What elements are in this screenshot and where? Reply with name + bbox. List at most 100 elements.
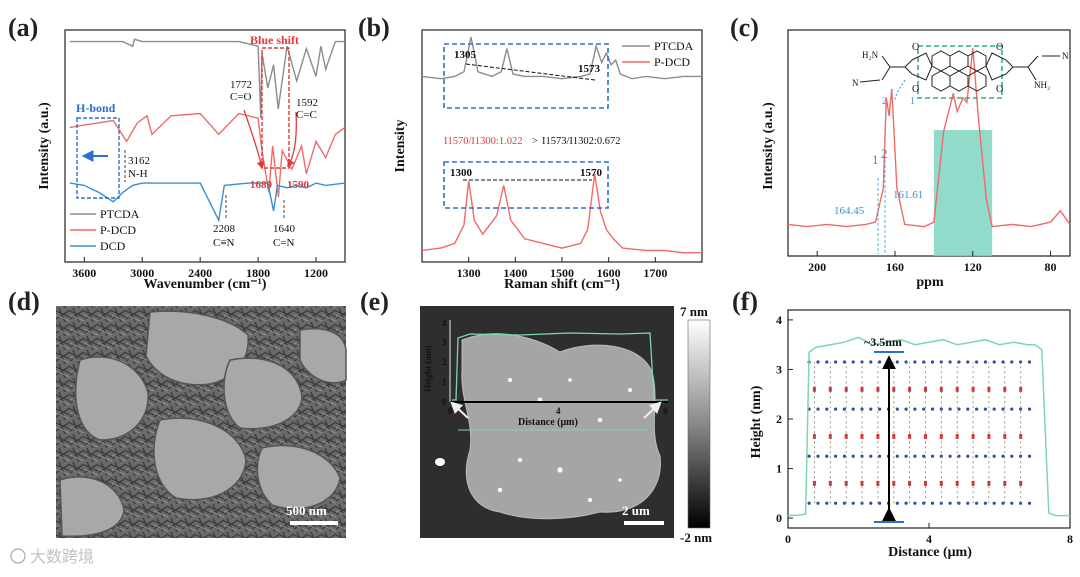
- molecule-atom: [816, 360, 820, 364]
- molecule-oxygen: [1003, 386, 1007, 392]
- molecule-oxygen: [939, 386, 943, 392]
- molecule-oxygen: [828, 386, 832, 392]
- molecule-atom: [834, 454, 838, 458]
- molecule-atom: [957, 360, 961, 364]
- colorbar: [687, 319, 711, 529]
- bond-right-up: [1027, 55, 1039, 68]
- molecule-oxygen: [812, 386, 816, 392]
- molecule-atom: [904, 501, 908, 505]
- watermark-logo-icon: [10, 548, 26, 564]
- molecule-atom: [851, 454, 855, 458]
- molecule-atom: [930, 360, 935, 364]
- molecule-oxygen: [971, 386, 975, 392]
- molecule-oxygen: [924, 433, 927, 439]
- b-xtick-label: 1700: [643, 266, 667, 280]
- bond-right-down: [1027, 66, 1037, 81]
- carbonyl-o-4: O: [996, 84, 1003, 95]
- molecule-oxygen: [1019, 433, 1023, 439]
- hbond-label: H-bond: [76, 101, 116, 115]
- tem-flake-7: [256, 444, 341, 510]
- molecule-atom: [983, 501, 988, 505]
- molecule-atom: [1001, 407, 1005, 411]
- molecule-atom: [992, 407, 996, 411]
- series-ptcda-line: [69, 38, 345, 119]
- inset-ylabel: Height (nm): [423, 345, 433, 392]
- f-ytick-label: 2: [776, 412, 782, 426]
- series-p-dcd-line: [69, 112, 346, 198]
- panel-d: (d) 500 nm: [8, 287, 347, 538]
- molecule-atom: [904, 360, 908, 364]
- peak1-ppm: 164.45: [834, 205, 865, 217]
- afm-particle: [435, 458, 445, 466]
- peak-1300: 1300: [450, 167, 473, 179]
- carbonyl-o-1: O: [912, 42, 919, 53]
- molecule-oxygen: [812, 433, 816, 439]
- molecule-oxygen: [844, 433, 848, 439]
- peak-3162: 3162: [128, 155, 150, 167]
- peak-1772: 1772: [230, 79, 252, 91]
- molecule-oxygen: [939, 480, 943, 486]
- molecule-atom: [983, 407, 988, 411]
- molecule-atom: [913, 407, 917, 411]
- panel-label-d: (d): [8, 287, 40, 316]
- a-xtick-label: 1200: [304, 266, 328, 280]
- molecule-atom: [966, 407, 970, 411]
- panel-label-e: (e): [360, 287, 389, 316]
- series-b-ptcda-line: [421, 36, 702, 80]
- legend-b-pdcd: P-DCD: [654, 55, 690, 69]
- molecule-atom: [983, 454, 988, 458]
- legend-pdcd: P-DCD: [100, 223, 136, 237]
- molecule-atom: [878, 360, 882, 364]
- molecule-atom: [966, 360, 970, 364]
- molecule-atom: [913, 360, 917, 364]
- site-1-label: 1: [910, 96, 915, 107]
- molecule-atom: [869, 454, 873, 458]
- tem-flakes: [59, 310, 347, 538]
- imide-right: [985, 52, 1014, 81]
- molecule-atom: [834, 360, 838, 364]
- molecule-oxygen: [876, 480, 880, 486]
- molecule-oxygen: [876, 386, 880, 392]
- molecule-oxygen: [860, 433, 864, 439]
- peak1-label: 1: [872, 152, 879, 167]
- peak-cn-label: C≡N: [213, 237, 235, 249]
- molecule-atom: [975, 360, 979, 364]
- molecule-atom: [957, 501, 961, 505]
- molecule-atom: [807, 501, 811, 505]
- panel-label-b: (b): [358, 13, 390, 42]
- hbond-box: [76, 117, 120, 199]
- inset-xtick-8: 8: [663, 406, 668, 416]
- molecule-atom: [922, 407, 926, 411]
- molecule-oxygen: [924, 480, 927, 486]
- tem-flake-5: [153, 417, 247, 501]
- molecule-structure: [859, 45, 1060, 101]
- panel-f-ylabel: Height (nm): [749, 385, 764, 458]
- watermark-text: 大数跨境: [30, 547, 94, 566]
- molecule-atom: [1019, 454, 1023, 458]
- carbonyl-o-2: O: [912, 84, 919, 95]
- afm-particles: [435, 378, 632, 502]
- molecule-oxygen: [844, 386, 848, 392]
- molecule-atom: [1027, 454, 1032, 458]
- peak-co-label: C=O: [230, 91, 252, 103]
- afm-inset: 0 1 2 3 4 0 4 8 Distance (μm) Height (nm…: [423, 318, 668, 428]
- molecule-oxygen: [971, 480, 975, 486]
- panel-c-xlabel: ppm: [916, 275, 944, 290]
- afm-particle: [588, 498, 592, 502]
- peak-1689: 1689: [250, 179, 273, 191]
- molecule-atom: [939, 407, 943, 411]
- carbonyl-o-3: O: [996, 42, 1003, 53]
- panel-e: (e) 0 1 2 3 4 0 4 8 Distance (μm) Height…: [360, 287, 712, 545]
- panel-f-ticks: 0 4 8 0 1 2 3 4: [776, 313, 1073, 546]
- molecule-oxygen: [1003, 433, 1007, 439]
- panel-c-series: [787, 48, 1071, 228]
- molecule-oxygen: [955, 433, 959, 439]
- panel-b-xlabel: Raman shift (cm⁻¹): [504, 277, 620, 292]
- tem-flake-3: [223, 357, 303, 430]
- molecule-atom: [825, 501, 829, 505]
- molecule-oxygen: [892, 386, 896, 392]
- afm-particle: [497, 487, 503, 493]
- ratio-symbol: >: [532, 136, 538, 147]
- molecule-oxygen: [924, 386, 927, 392]
